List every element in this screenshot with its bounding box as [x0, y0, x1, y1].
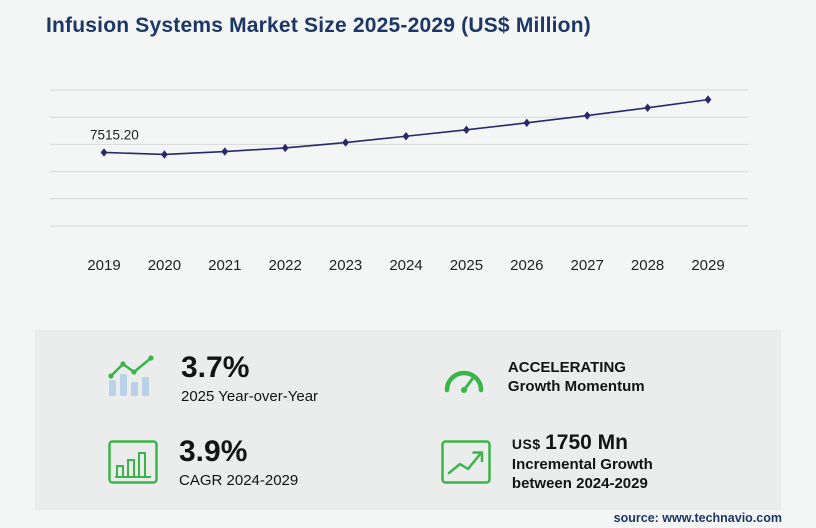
momentum-line1: ACCELERATING: [507, 359, 626, 377]
cagr-stat: 3.9% CAGR 2024-2029: [107, 420, 440, 504]
incremental-value: 1750 Mn: [545, 431, 628, 455]
bar-chart-growth-icon: [108, 355, 154, 396]
speedometer-icon: [444, 370, 484, 393]
svg-text:2021: 2021: [208, 257, 241, 274]
svg-text:2027: 2027: [571, 257, 604, 274]
incremental-label-line1: Incremental Growth: [511, 456, 653, 474]
svg-text:7515.20: 7515.20: [90, 127, 139, 142]
svg-text:2025: 2025: [450, 257, 483, 274]
svg-text:2022: 2022: [269, 257, 302, 274]
incremental-currency: US$: [511, 436, 541, 453]
chart-box-icon: [108, 440, 158, 484]
trend-up-box-icon: [441, 440, 491, 484]
source-credit: source: www.technavio.com: [613, 511, 782, 525]
momentum-stat: ACCELERATING Growth Momentum: [440, 336, 757, 420]
line-chart-canvas: 7515.20 2019 2020 2021 2022 2023 2024 2025 2026 2…: [50, 89, 748, 274]
svg-text:2020: 2020: [148, 257, 181, 274]
svg-text:2029: 2029: [691, 257, 724, 274]
svg-text:2024: 2024: [389, 257, 422, 274]
yoy-stat: 3.7% 2025 Year-over-Year: [107, 336, 440, 420]
page-title: Infusion Systems Market Size 2025-2029 (…: [46, 14, 591, 37]
cagr-label: CAGR 2024-2029: [179, 472, 299, 490]
yoy-label: 2025 Year-over-Year: [181, 388, 319, 406]
svg-text:2028: 2028: [631, 257, 664, 274]
svg-text:2019: 2019: [87, 257, 120, 274]
incremental-label-line2: between 2024-2029: [511, 475, 648, 493]
stats-panel: 3.7% 2025 Year-over-Year ACCELERATING Gr…: [35, 330, 781, 510]
cagr-value: 3.9%: [179, 434, 248, 468]
svg-text:2026: 2026: [510, 257, 543, 274]
incremental-value-row: US$ 1750 Mn: [512, 430, 653, 456]
svg-text:2023: 2023: [329, 257, 362, 274]
incremental-stat: US$ 1750 Mn Incremental Growth between 2…: [440, 420, 757, 504]
market-size-chart: 7515.20 2019 2020 2021 2022 2023 2024 2025 2026 2…: [48, 74, 764, 285]
momentum-line2: Growth Momentum: [507, 378, 645, 395]
yoy-value: 3.7%: [181, 350, 250, 384]
